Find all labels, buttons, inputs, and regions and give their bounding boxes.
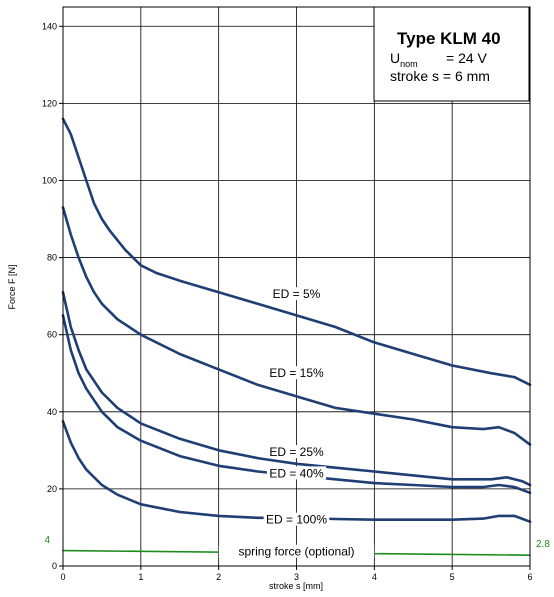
curve-label: ED = 100%	[266, 513, 327, 527]
x-tick-label: 6	[527, 572, 532, 582]
curve-label-background	[263, 512, 330, 526]
series-line	[61, 291, 532, 487]
y-tick-label: 60	[47, 330, 57, 340]
curve-label: ED = 40%	[269, 466, 324, 480]
info-box-unom-value: = 24 V	[446, 50, 488, 66]
curve-label: spring force (optional)	[238, 545, 354, 559]
spring-end-value: 2.8	[536, 539, 550, 550]
series-line	[61, 117, 532, 387]
y-axis-label: Force F [N]	[7, 264, 17, 309]
x-tick-label: 4	[372, 572, 377, 582]
x-axis-label: stroke s [mm]	[269, 581, 323, 591]
x-tick-label: 0	[60, 572, 65, 582]
curves	[61, 117, 532, 523]
y-tick-label: 0	[52, 561, 57, 571]
x-tick-label: 2	[216, 572, 221, 582]
curve-label: ED = 25%	[269, 445, 324, 459]
y-tick-label: 80	[47, 253, 57, 263]
y-tick-label: 40	[47, 407, 57, 417]
series-line	[61, 314, 532, 495]
curve-label: ED = 5%	[273, 287, 321, 301]
y-tick-label: 20	[47, 484, 57, 494]
series-line	[61, 420, 532, 523]
info-box: Type KLM 40 Unom = 24 V stroke s = 6 mm	[373, 6, 530, 102]
curve-label: ED = 15%	[269, 366, 324, 380]
x-tick-label: 1	[138, 572, 143, 582]
curve-label-background	[270, 287, 323, 301]
curve-label-background	[218, 544, 375, 558]
curve-label-background	[266, 366, 327, 380]
y-tick-label: 120	[42, 98, 57, 108]
spring-start-value: 4	[44, 535, 50, 546]
info-box-unom: Unom	[390, 50, 418, 69]
y-tick-label: 140	[42, 21, 57, 31]
info-box-frame	[373, 6, 530, 102]
x-tick-label: 3	[294, 572, 299, 582]
curve-label-background	[266, 466, 327, 480]
series-line	[61, 206, 532, 446]
info-box-stroke: stroke s = 6 mm	[390, 68, 490, 84]
x-tick-label: 5	[450, 572, 455, 582]
curve-labels: ED = 5% ED = 15% ED = 25% ED = 40% ED = 100%…	[218, 287, 375, 559]
y-tick-label: 100	[42, 175, 57, 185]
curve-label-background	[266, 445, 327, 459]
info-box-title: Type KLM 40	[397, 29, 501, 48]
